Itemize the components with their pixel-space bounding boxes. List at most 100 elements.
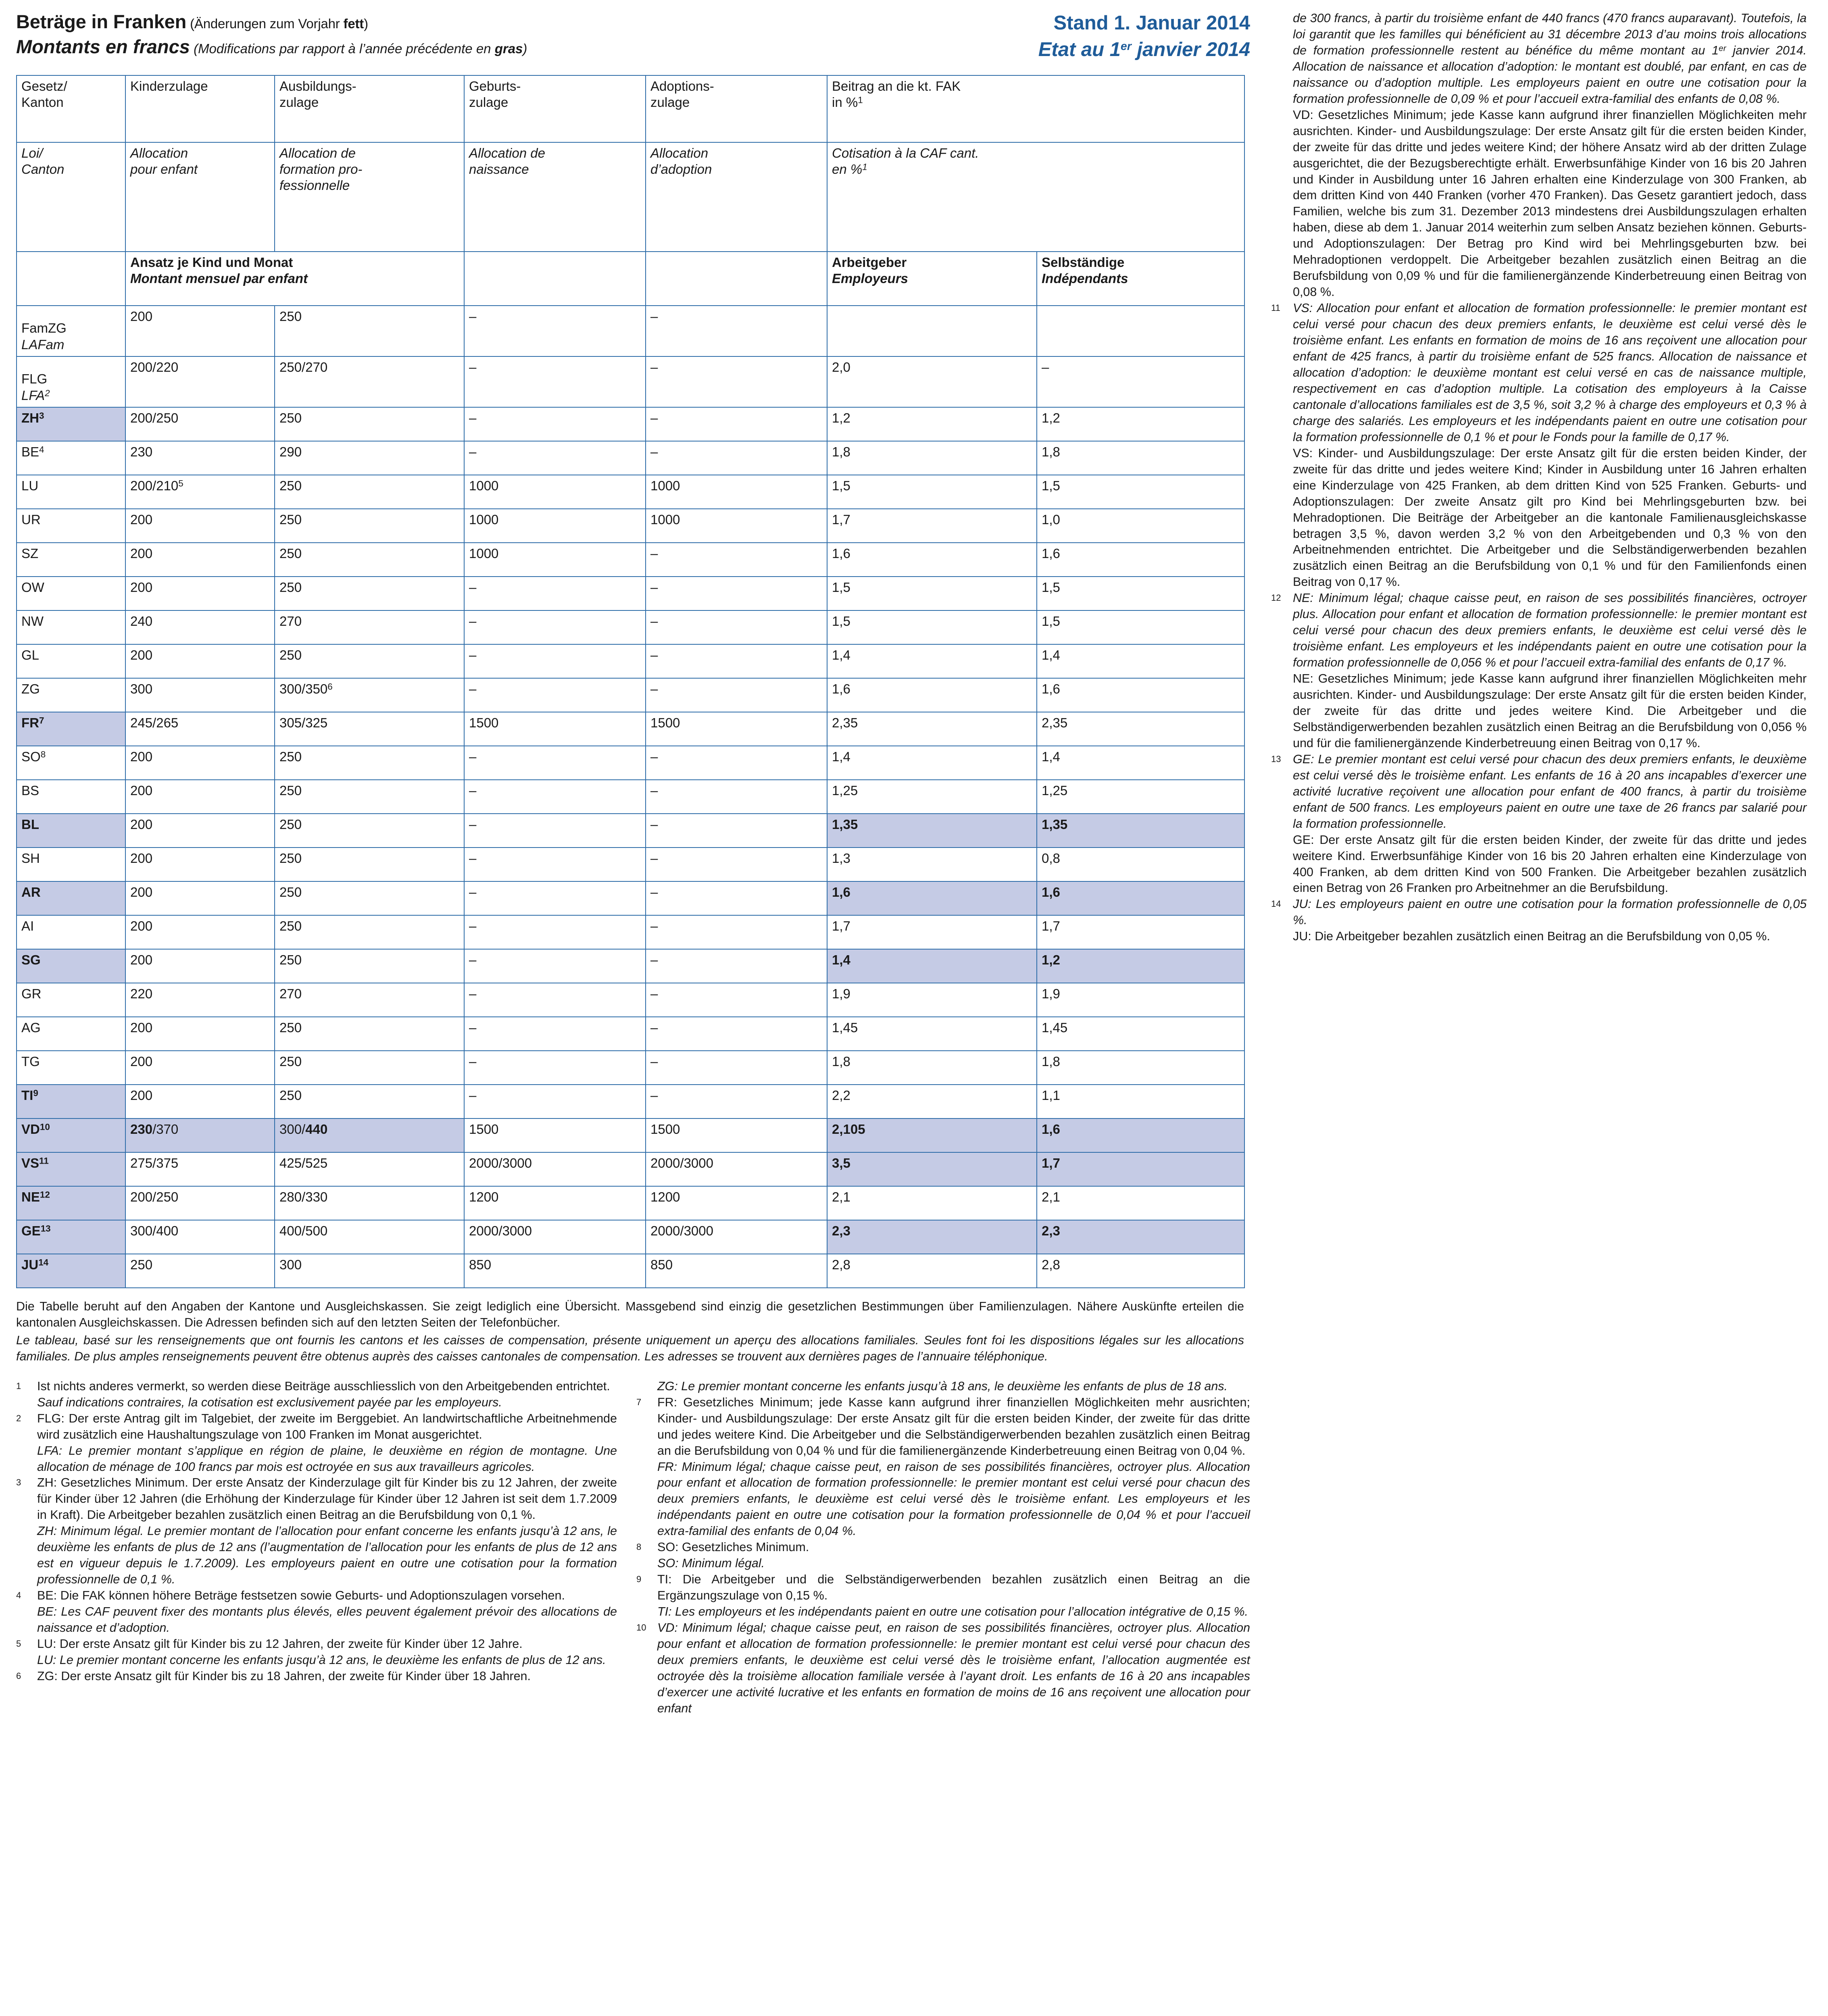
footnote-column-1: 1 Ist nichts anderes vermerkt, so werden … — [16, 1379, 617, 1717]
row-ausbildungszulage: 250 — [274, 1050, 465, 1085]
row-contribution-selfemployed: 0,8 — [1036, 847, 1245, 882]
footnote-item-11: 11 VS: Allocation pour enfant et allocati… — [1271, 300, 1807, 590]
row-geburtszulage: – — [464, 813, 646, 848]
row-canton-gr: GR — [16, 982, 126, 1017]
table-row: AR 200 250– –1,6 1,6 — [16, 881, 1245, 916]
row-adoptionszulage: – — [645, 440, 827, 475]
row-geburtszulage: – — [464, 406, 646, 442]
row-adoptionszulage: – — [645, 813, 827, 848]
row-ausbildungszulage: 425/525 — [274, 1152, 465, 1187]
footnote-item-12: 12 NE: Minimum légal; chaque caisse peut,… — [1271, 590, 1807, 752]
row-ausbildungszulage: 250 — [274, 474, 465, 509]
header-sub-employer: Arbeitgeber Employeurs — [827, 251, 1037, 306]
row-canton-sh: SH — [16, 847, 126, 882]
table-row: TI9 200 250– –2,2 1,1 — [16, 1084, 1245, 1119]
footnote-text: ZG: Der erste Ansatz gilt für Kinder bis… — [37, 1668, 617, 1685]
row-kinderzulage: 200 — [125, 305, 275, 357]
table-row: NE12 200/250 280/330 1200 1200 2,1 2,1 — [16, 1185, 1245, 1220]
footnote-item-5: 5 LU: Der erste Ansatz gilt für Kinder bi… — [16, 1636, 617, 1668]
row-contribution-employer: 1,6 — [827, 542, 1037, 577]
row-kinderzulage: 200 — [125, 542, 275, 577]
row-ausbildungszulage: 280/330 — [274, 1185, 465, 1220]
footnote-paragraph-de: SO: Gesetzliches Minimum. — [657, 1540, 809, 1554]
row-kinderzulage: 240 — [125, 610, 275, 645]
row-contribution-selfemployed: 1,7 — [1036, 914, 1245, 950]
footnote-number: 11 — [1271, 303, 1280, 313]
footnote-number: 14 — [1271, 899, 1281, 909]
row-contribution-selfemployed: 1,0 — [1036, 508, 1245, 543]
row-adoptionszulage: – — [645, 542, 827, 577]
row-contribution-employer: 1,3 — [827, 847, 1037, 882]
footnote-number — [1271, 10, 1293, 300]
row-canton-bs: BS — [16, 779, 126, 814]
row-contribution-selfemployed: 1,1 — [1036, 1084, 1245, 1119]
row-ausbildungszulage: 250 — [274, 881, 465, 916]
row-canton-ar: AR — [16, 881, 126, 916]
row-contribution-employer — [827, 305, 1037, 357]
header-sub-empty — [16, 251, 126, 306]
row-contribution-employer: 1,35 — [827, 813, 1037, 848]
row-contribution-selfemployed: 1,35 — [1036, 813, 1245, 848]
row-ausbildungszulage: 250 — [274, 813, 465, 848]
row-canton-famzg: FamZG LAFam — [16, 305, 126, 357]
row-contribution-selfemployed — [1036, 305, 1245, 357]
row-contribution-employer: 1,4 — [827, 948, 1037, 983]
row-adoptionszulage: – — [645, 356, 827, 408]
row-kinderzulage: 200 — [125, 914, 275, 950]
row-kinderzulage: 200 — [125, 1084, 275, 1119]
footnote-number: 2 — [16, 1413, 21, 1423]
footnote-paragraph-de: FLG: Der erste Antrag gilt im Talgebiet,… — [37, 1411, 617, 1441]
row-geburtszulage: – — [464, 644, 646, 679]
footnote-text: BE: Die FAK können höhere Beträge festse… — [37, 1588, 617, 1636]
row-adoptionszulage: 2000/3000 — [645, 1152, 827, 1187]
status-french: Etat au 1er janvier 2014 — [1038, 37, 1250, 63]
row-contribution-selfemployed: 1,5 — [1036, 576, 1245, 611]
row-adoptionszulage: – — [645, 677, 827, 712]
row-contribution-employer: 1,5 — [827, 474, 1037, 509]
row-adoptionszulage: – — [645, 779, 827, 814]
footnote-text: de 300 francs, à partir du troisième enf… — [1293, 10, 1807, 300]
table-header-row-de: Gesetz/Kanton Kinderzulage Ausbildungs-zul… — [16, 75, 1245, 143]
row-adoptionszulage: – — [645, 745, 827, 780]
page-columns: Beträge in Franken (Änderungen zum Vorja… — [16, 10, 1816, 1717]
title-german-sub: (Änderungen zum Vorjahr fett) — [186, 16, 368, 31]
status-french-pre: Etat au 1 — [1038, 38, 1121, 60]
footnotes-left-area: 1 Ist nichts anderes vermerkt, so werden … — [16, 1379, 1250, 1717]
footnote-item-6: 6 ZG: Der erste Ansatz gilt für Kinder bi… — [16, 1668, 617, 1685]
row-kinderzulage: 200/2105 — [125, 474, 275, 509]
footnote-text: LU: Der erste Ansatz gilt für Kinder bis… — [37, 1636, 617, 1668]
footnote-paragraph-fr: ZG: Le premier montant concerne les enfa… — [657, 1379, 1228, 1393]
row-canton-gl: GL — [16, 644, 126, 679]
row-canton-nw: NW — [16, 610, 126, 645]
row-kinderzulage: 230/370 — [125, 1118, 275, 1153]
row-canton-sg: SG — [16, 948, 126, 983]
row-contribution-employer: 1,7 — [827, 914, 1037, 950]
row-adoptionszulage: – — [645, 1050, 827, 1085]
row-ausbildungszulage: 250 — [274, 406, 465, 442]
row-kinderzulage: 300 — [125, 677, 275, 712]
footnote-item-14: 14 JU: Les employeurs paient en outre une… — [1271, 896, 1807, 945]
footnote-text: ZG: Le premier montant concerne les enfa… — [657, 1379, 1250, 1395]
row-contribution-selfemployed: 1,4 — [1036, 745, 1245, 780]
footnote-paragraph-fr: ZH: Minimum légal. Le premier montant de… — [37, 1524, 617, 1587]
header-cell-de-1: Kinderzulage — [125, 75, 275, 143]
footnote-paragraph-de: VD: Gesetzliches Minimum; jede Kasse kan… — [1293, 108, 1807, 299]
title-french-sub-post: ) — [523, 41, 527, 56]
row-canton-flg: FLG LFA2 — [16, 356, 126, 408]
title-french-sub-pre: (Modifications par rapport à l’année pré… — [190, 41, 495, 56]
row-canton-zg: ZG — [16, 677, 126, 712]
row-ausbildungszulage: 250 — [274, 508, 465, 543]
row-kinderzulage: 200 — [125, 1050, 275, 1085]
title-french: Montants en francs (Modifications par ra… — [16, 35, 527, 59]
table-row: NW 240 270– –1,5 1,5 — [16, 610, 1245, 645]
footnote-text: FR: Gesetzliches Minimum; jede Kasse kan… — [657, 1395, 1250, 1540]
row-canton-ur: UR — [16, 508, 126, 543]
row-geburtszulage: – — [464, 881, 646, 916]
row-geburtszulage: 1000 — [464, 474, 646, 509]
row-geburtszulage: 1500 — [464, 1118, 646, 1153]
document-header: Beträge in Franken (Änderungen zum Vorja… — [16, 10, 1250, 63]
header-cell-de-2: Ausbildungs-zulage — [274, 75, 465, 143]
footnote-paragraph-fr: LU: Le premier montant concerne les enfa… — [37, 1653, 606, 1667]
footnote-paragraph-fr: TI: Les employeurs et les indépendants p… — [657, 1605, 1248, 1619]
footnote-item-13: 13 GE: Le premier montant est celui versé… — [1271, 752, 1807, 897]
